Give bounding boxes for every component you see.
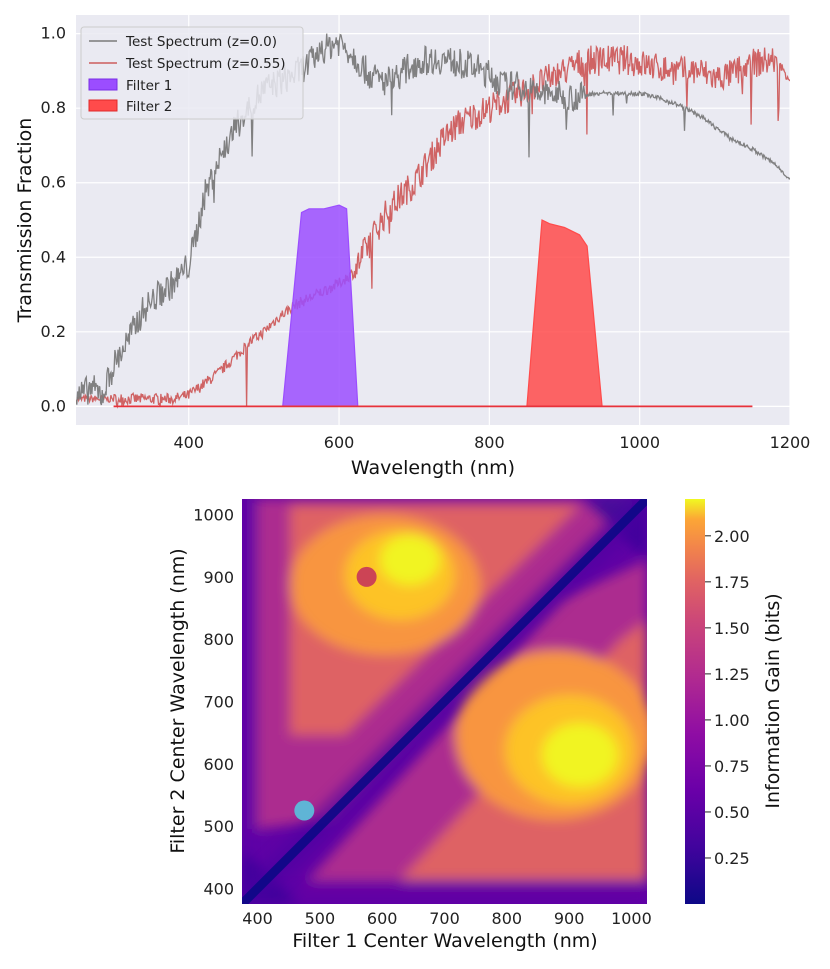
heatmap-y-axis-label: Filter 2 Center Wavelength (nm) <box>167 548 189 853</box>
colorbar-tick-label: 0.75 <box>714 757 750 776</box>
y-tick-label: 0.6 <box>41 173 66 192</box>
y-tick-label: 0.8 <box>41 98 66 117</box>
edge-bottom <box>242 880 647 904</box>
legend-label-filter2: Filter 2 <box>126 99 172 115</box>
x-tick-label: 400 <box>173 433 204 452</box>
legend-label-z055: Test Spectrum (z=0.55) <box>125 56 286 72</box>
colorbar <box>685 499 705 904</box>
colorbar-tick-label: 2.00 <box>714 527 750 546</box>
heatmap-y-tick-label: 600 <box>203 755 234 774</box>
colorbar-label: Information Gain (bits) <box>762 593 784 808</box>
markers <box>294 566 377 821</box>
y-tick-label: 0.0 <box>41 396 66 415</box>
legend-box <box>80 26 304 120</box>
grid-lines <box>76 15 791 425</box>
lobe-upper-left-peak <box>380 535 440 585</box>
y-tick-label: 1.0 <box>41 24 66 43</box>
heatmap-x-tick-label: 1000 <box>611 909 652 928</box>
y-tick-label: 0.4 <box>41 247 66 266</box>
x-tick-label: 1000 <box>619 433 660 452</box>
series-layer <box>76 33 790 409</box>
legend-label-filter1: Filter 1 <box>126 78 172 94</box>
heatmap-y-tick-label: 900 <box>203 568 234 587</box>
spectrum-chart: 400 600 800 1000 1200 0.0 0.2 0.4 0.6 0.8 1.0 Wave… <box>14 15 810 479</box>
heatmap-shading <box>242 499 647 904</box>
x-tick-label: 600 <box>324 433 355 452</box>
x-tick-label: 800 <box>474 433 505 452</box>
colorbar-tick-label: 0.25 <box>714 849 750 868</box>
colorbar-tick-label: 1.50 <box>714 619 750 638</box>
x-axis-label: Wavelength (nm) <box>351 457 515 479</box>
heatmap-x-axis-label: Filter 1 Center Wavelength (nm) <box>292 930 597 952</box>
axis-ticks: 400 600 800 1000 1200 0.0 0.2 0.4 0.6 0.8 1.0 <box>41 24 811 452</box>
heatmap-image <box>242 499 647 904</box>
series-line-z0 <box>76 33 790 406</box>
heatmap-y-tick-label: 700 <box>203 693 234 712</box>
colorbar-tick-label: 0.50 <box>714 803 750 822</box>
y-tick-label: 0.2 <box>41 322 66 341</box>
colorbar-tick-label: 1.00 <box>714 711 750 730</box>
diagonal-minimum <box>242 499 647 904</box>
x-tick-label: 1200 <box>770 433 811 452</box>
lobe-lower-right-peak <box>542 723 618 787</box>
filter1-area <box>282 204 359 407</box>
heatmap-x-tick-label: 900 <box>554 909 585 928</box>
series-line-z055 <box>76 44 790 409</box>
legend: Test Spectrum (z=0.0) Test Spectrum (z=0… <box>80 26 304 120</box>
legend-swatch-filter1 <box>88 78 118 91</box>
filter2-area <box>526 219 603 407</box>
heatmap-x-tick-label: 500 <box>305 909 336 928</box>
colorbar-ticks: 0.25 0.50 0.75 1.00 1.25 1.50 1.75 2.00 <box>705 527 750 868</box>
heatmap-y-tick-label: 800 <box>203 630 234 649</box>
edge-left <box>242 499 258 904</box>
heatmap-x-tick-label: 400 <box>242 909 273 928</box>
heatmap-axis-ticks: 400 500 600 700 800 900 1000 400 500 600 700 800 900… <box>193 506 652 928</box>
colorbar-tick-label: 1.75 <box>714 573 750 592</box>
heatmap-y-tick-label: 400 <box>203 879 234 898</box>
legend-swatch-filter2 <box>88 99 118 112</box>
information-gain-heatmap: 400 500 600 700 800 900 1000 400 500 600 700 800 900… <box>167 499 784 952</box>
y-axis-label: Transmission Fraction <box>14 118 36 324</box>
heatmap-x-tick-label: 600 <box>367 909 398 928</box>
heatmap-y-tick-label: 500 <box>203 817 234 836</box>
heatmap-x-tick-label: 800 <box>492 909 523 928</box>
heatmap-y-tick-label: 1000 <box>193 506 234 525</box>
colorbar-tick-label: 1.25 <box>714 665 750 684</box>
legend-label-z0: Test Spectrum (z=0.0) <box>125 34 277 50</box>
marker-red <box>356 566 377 587</box>
marker-blue <box>294 800 315 821</box>
heatmap-x-tick-label: 700 <box>429 909 460 928</box>
